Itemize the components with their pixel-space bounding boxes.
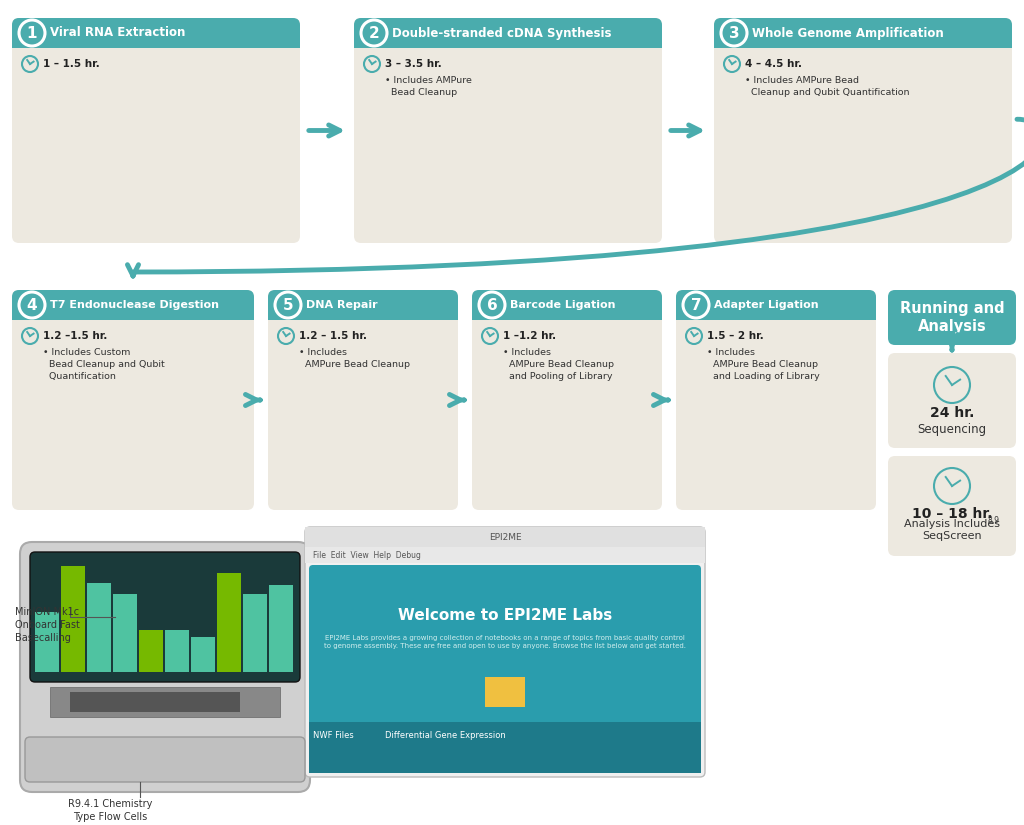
Bar	[472, 305, 662, 320]
Text: 1.2 – 1.5 hr.: 1.2 – 1.5 hr.	[299, 331, 367, 341]
Text: 5: 5	[283, 298, 293, 313]
Text: 10 – 18 hr.: 10 – 18 hr.	[911, 507, 992, 521]
Bar	[217, 573, 241, 672]
Bar	[269, 586, 293, 672]
FancyBboxPatch shape	[25, 737, 305, 782]
Circle shape	[19, 292, 45, 318]
Text: Analysis Includes
SeqScreen: Analysis Includes SeqScreen	[904, 519, 1000, 541]
Text: DNA Repair: DNA Repair	[306, 300, 378, 310]
Text: T7 Endonuclease Digestion: T7 Endonuclease Digestion	[50, 300, 219, 310]
Text: EPI2ME: EPI2ME	[488, 532, 521, 541]
Text: Double-stranded cDNA Synthesis: Double-stranded cDNA Synthesis	[392, 26, 611, 40]
Text: 4: 4	[27, 298, 37, 313]
Bar	[87, 583, 111, 672]
FancyBboxPatch shape	[472, 290, 662, 510]
Text: MinION Mk1c
Onboard Fast
Basecalling: MinION Mk1c Onboard Fast Basecalling	[15, 607, 80, 643]
Bar	[35, 612, 59, 672]
Circle shape	[361, 20, 387, 46]
FancyBboxPatch shape	[888, 290, 1016, 345]
Text: 2: 2	[369, 26, 379, 40]
Text: 1.2 –1.5 hr.: 1.2 –1.5 hr.	[43, 331, 108, 341]
Text: Barcode Ligation: Barcode Ligation	[510, 300, 615, 310]
Text: 1.5 – 2 hr.: 1.5 – 2 hr.	[707, 331, 764, 341]
Bar	[12, 33, 300, 48]
FancyBboxPatch shape	[888, 353, 1016, 448]
Circle shape	[683, 292, 709, 318]
Bar	[50, 687, 280, 717]
Text: 7: 7	[690, 298, 701, 313]
Text: • Includes
  AMPure Bead Cleanup
  and Pooling of Library: • Includes AMPure Bead Cleanup and Pooli…	[503, 348, 614, 381]
Text: NWF Files: NWF Files	[313, 730, 353, 739]
Text: • Includes AMPure
  Bead Cleanup: • Includes AMPure Bead Cleanup	[385, 76, 472, 97]
FancyBboxPatch shape	[888, 456, 1016, 556]
Text: Running and
Analysis: Running and Analysis	[900, 300, 1005, 334]
FancyBboxPatch shape	[354, 18, 662, 243]
Text: 6: 6	[486, 298, 498, 313]
Text: 24 hr.: 24 hr.	[930, 406, 974, 420]
FancyBboxPatch shape	[268, 290, 458, 510]
Circle shape	[19, 20, 45, 46]
Bar	[139, 629, 163, 672]
Text: File  Edit  View  Help  Debug: File Edit View Help Debug	[313, 550, 421, 559]
Bar	[309, 722, 701, 773]
Text: Adapter Ligation: Adapter Ligation	[714, 300, 818, 310]
Text: Sequencing: Sequencing	[918, 422, 986, 436]
FancyBboxPatch shape	[12, 290, 254, 320]
Bar	[305, 547, 705, 563]
FancyBboxPatch shape	[714, 18, 1012, 243]
FancyBboxPatch shape	[20, 542, 310, 792]
Bar	[191, 638, 215, 672]
Circle shape	[275, 292, 301, 318]
Text: Whole Genome Amplification: Whole Genome Amplification	[752, 26, 944, 40]
Bar	[676, 305, 876, 320]
FancyBboxPatch shape	[676, 290, 876, 510]
Bar	[268, 305, 458, 320]
FancyBboxPatch shape	[676, 290, 876, 320]
Text: Viral RNA Extraction: Viral RNA Extraction	[50, 26, 185, 40]
Text: 1 –1.2 hr.: 1 –1.2 hr.	[503, 331, 556, 341]
Circle shape	[479, 292, 505, 318]
Text: EPI2ME Labs provides a growing collection of notebooks on a range of topics from: EPI2ME Labs provides a growing collectio…	[324, 635, 686, 649]
Bar	[70, 692, 240, 712]
FancyBboxPatch shape	[12, 18, 300, 243]
Text: 1 – 1.5 hr.: 1 – 1.5 hr.	[43, 59, 99, 69]
Text: • Includes AMPure Bead
  Cleanup and Qubit Quantification: • Includes AMPure Bead Cleanup and Qubit…	[745, 76, 909, 97]
Text: • Includes
  AMPure Bead Cleanup
  and Loading of Library: • Includes AMPure Bead Cleanup and Loadi…	[707, 348, 820, 381]
Text: 1: 1	[27, 26, 37, 40]
FancyBboxPatch shape	[714, 18, 1012, 48]
Bar	[113, 594, 137, 672]
FancyBboxPatch shape	[30, 552, 300, 682]
FancyBboxPatch shape	[12, 18, 300, 48]
Text: Differential Gene Expression: Differential Gene Expression	[385, 730, 506, 739]
Bar	[165, 629, 189, 672]
Text: 3: 3	[729, 26, 739, 40]
FancyBboxPatch shape	[268, 290, 458, 320]
FancyBboxPatch shape	[309, 565, 701, 773]
Bar	[485, 677, 525, 707]
Text: Welcome to EPI2ME Labs: Welcome to EPI2ME Labs	[398, 607, 612, 623]
Text: • Includes
  AMPure Bead Cleanup: • Includes AMPure Bead Cleanup	[299, 348, 410, 369]
Text: 8,9: 8,9	[988, 516, 1000, 526]
Bar	[714, 33, 1012, 48]
FancyBboxPatch shape	[354, 18, 662, 48]
FancyBboxPatch shape	[12, 290, 254, 510]
FancyBboxPatch shape	[472, 290, 662, 320]
Bar	[12, 305, 254, 320]
Bar	[61, 566, 85, 672]
Bar	[305, 527, 705, 547]
Bar	[354, 33, 662, 48]
Circle shape	[721, 20, 746, 46]
FancyBboxPatch shape	[305, 527, 705, 777]
Text: 4 – 4.5 hr.: 4 – 4.5 hr.	[745, 59, 802, 69]
Bar	[243, 594, 267, 672]
Text: • Includes Custom
  Bead Cleanup and Qubit
  Quantification: • Includes Custom Bead Cleanup and Qubit…	[43, 348, 165, 381]
Text: 3 – 3.5 hr.: 3 – 3.5 hr.	[385, 59, 441, 69]
Text: R9.4.1 Chemistry
Type Flow Cells: R9.4.1 Chemistry Type Flow Cells	[68, 799, 153, 822]
